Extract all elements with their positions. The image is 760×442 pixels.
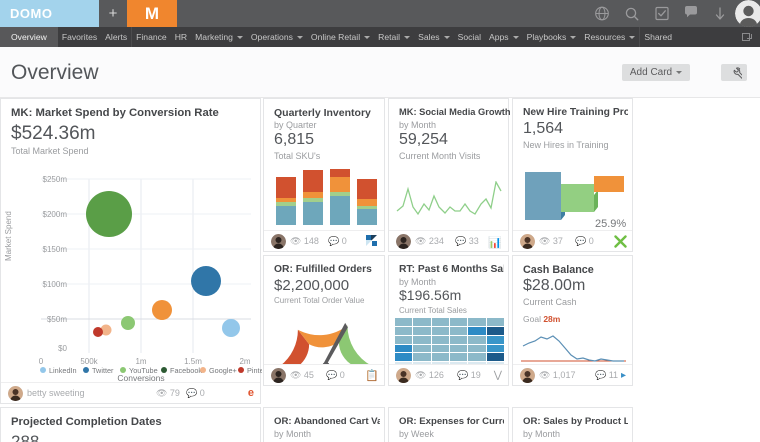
svg-text:$0: $0: [58, 344, 67, 353]
svg-text:Twitter: Twitter: [92, 366, 114, 375]
svg-text:LinkedIn: LinkedIn: [49, 366, 77, 375]
svg-text:Market Spend: Market Spend: [4, 211, 13, 261]
svg-text:1m: 1m: [135, 357, 146, 366]
svg-text:Facebook: Facebook: [170, 366, 202, 375]
svg-text:Google+: Google+: [209, 366, 237, 375]
svg-text:YouTube: YouTube: [129, 366, 158, 375]
svg-text:0: 0: [39, 357, 44, 366]
svg-text:$100m: $100m: [43, 280, 68, 289]
svg-text:$200m: $200m: [43, 210, 68, 219]
svg-text:$150m: $150m: [43, 245, 68, 254]
svg-text:$50m: $50m: [47, 315, 67, 324]
svg-text:500k: 500k: [80, 357, 98, 366]
svg-text:$250m: $250m: [43, 175, 68, 184]
svg-text:2m: 2m: [239, 357, 250, 366]
svg-text:1.5m: 1.5m: [184, 357, 202, 366]
svg-text:Pinterest: Pinterest: [247, 366, 262, 375]
